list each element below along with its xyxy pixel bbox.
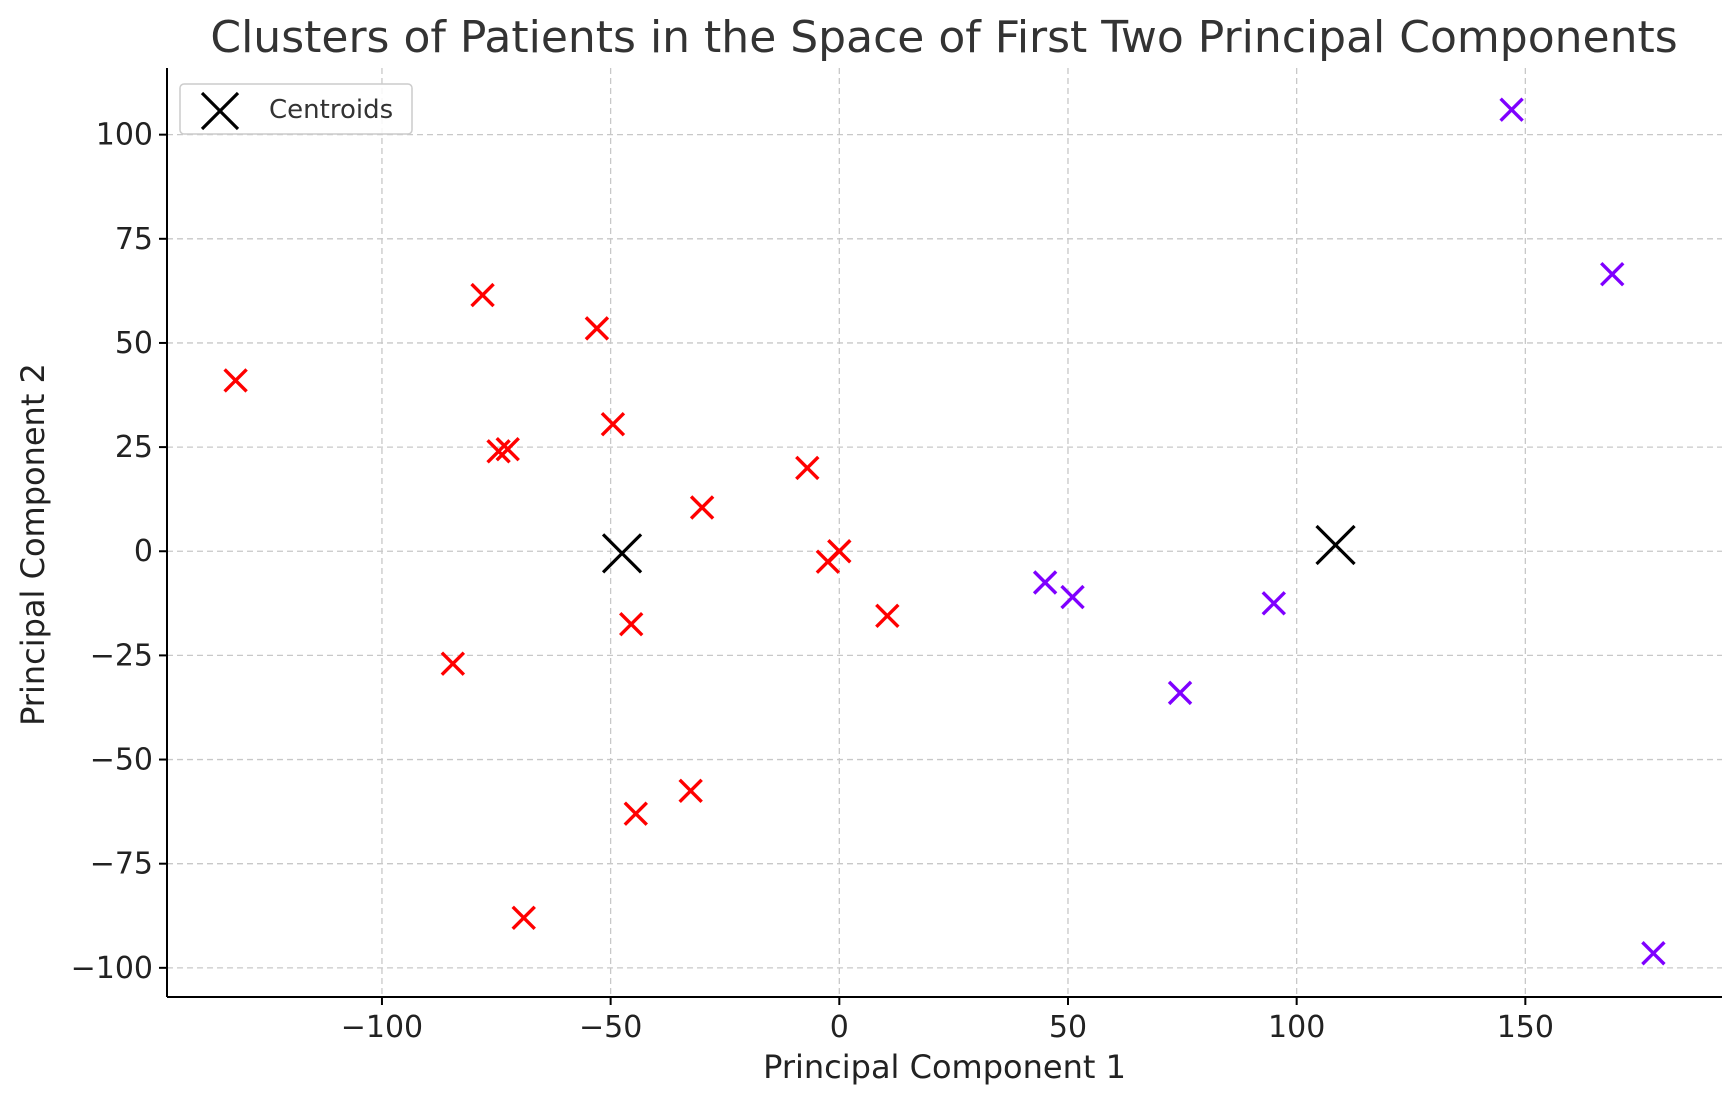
axis-ticks: −100 −50 0 50 100 150 100 75 50 25 0 −25 −50 −75 −100 xyxy=(71,118,1554,1045)
marker-stroke xyxy=(600,411,626,437)
cluster-red-point xyxy=(486,439,511,464)
legend-centroid-marker xyxy=(200,91,240,131)
cluster-purple-point xyxy=(1167,680,1193,706)
legend-x-icon xyxy=(200,91,240,131)
marker-stroke xyxy=(1261,591,1286,616)
marker-stroke xyxy=(815,549,841,574)
cluster-purple-point xyxy=(1261,591,1286,616)
centroid-point xyxy=(1315,524,1356,566)
legend: Centroids xyxy=(179,83,413,135)
marker-stroke xyxy=(623,801,648,826)
y-tick-label: 100 xyxy=(96,118,153,153)
y-tick-label: −25 xyxy=(90,638,153,673)
marker-stroke xyxy=(619,611,644,637)
marker-stroke xyxy=(223,368,248,393)
cluster-red-point xyxy=(875,603,900,629)
marker-stroke xyxy=(795,455,820,481)
x-tick-label: 100 xyxy=(1268,1010,1325,1045)
grid xyxy=(167,68,1722,997)
y-tick-label: 25 xyxy=(115,430,153,465)
marker-stroke xyxy=(470,282,495,308)
marker-stroke xyxy=(678,778,703,803)
y-tick-label: 75 xyxy=(115,222,153,257)
cluster-red-point xyxy=(678,778,703,803)
cluster-red-point xyxy=(511,905,536,931)
marker-stroke xyxy=(511,905,536,931)
marker-stroke xyxy=(1641,941,1666,966)
x-tick-label: −50 xyxy=(579,1010,642,1045)
y-tick-label: −50 xyxy=(90,743,153,778)
y-tick-label: 50 xyxy=(115,326,153,361)
cluster-red-point xyxy=(223,368,248,393)
chart-title: Clusters of Patients in the Space of Fir… xyxy=(210,12,1677,63)
cluster-red-point xyxy=(623,801,648,826)
cluster-red-point xyxy=(440,651,466,676)
marker-stroke xyxy=(1032,570,1058,595)
marker-stroke xyxy=(875,603,900,629)
legend-label-centroids: Centroids xyxy=(269,95,393,125)
y-tick-label: 0 xyxy=(134,534,153,569)
cluster-red-point xyxy=(795,455,820,481)
cluster-purple-point xyxy=(1060,584,1085,610)
y-tick-label: −100 xyxy=(71,951,153,986)
marker-stroke xyxy=(601,533,643,574)
x-tick-label: 0 xyxy=(830,1010,849,1045)
cluster-red-point xyxy=(495,436,520,462)
cluster-red-point xyxy=(815,549,841,574)
cluster-red-point xyxy=(600,411,626,437)
marker-stroke xyxy=(1499,97,1524,122)
marker-stroke xyxy=(200,91,240,131)
marker-stroke xyxy=(1060,584,1085,610)
centroid-point xyxy=(601,533,643,574)
marker-stroke xyxy=(689,495,715,520)
marker-stroke xyxy=(584,316,610,341)
x-tick-label: −100 xyxy=(341,1010,423,1045)
marker-stroke xyxy=(1600,262,1625,287)
marker-stroke xyxy=(440,651,466,676)
cluster-red-point xyxy=(584,316,610,341)
cluster-purple-point xyxy=(1641,941,1666,966)
cluster-red-point xyxy=(470,282,495,308)
x-axis-title: Principal Component 1 xyxy=(763,1048,1126,1086)
marker-stroke xyxy=(1167,680,1193,706)
marker-stroke xyxy=(495,436,520,462)
y-tick-label: −75 xyxy=(90,847,153,882)
y-axis-title: Principal Component 2 xyxy=(14,363,52,726)
marker-stroke xyxy=(486,439,511,464)
cluster-purple-point xyxy=(1032,570,1058,595)
legend-box xyxy=(179,83,413,135)
x-tick-label: 150 xyxy=(1497,1010,1554,1045)
x-tick-label: 50 xyxy=(1049,1010,1087,1045)
cluster-red-point xyxy=(689,495,715,520)
cluster-purple-point xyxy=(1499,97,1524,122)
data-points xyxy=(223,97,1666,966)
cluster-red-point xyxy=(619,611,644,637)
cluster-purple-point xyxy=(1600,262,1625,287)
marker-stroke xyxy=(1315,524,1356,566)
axis-spines xyxy=(166,68,1722,998)
